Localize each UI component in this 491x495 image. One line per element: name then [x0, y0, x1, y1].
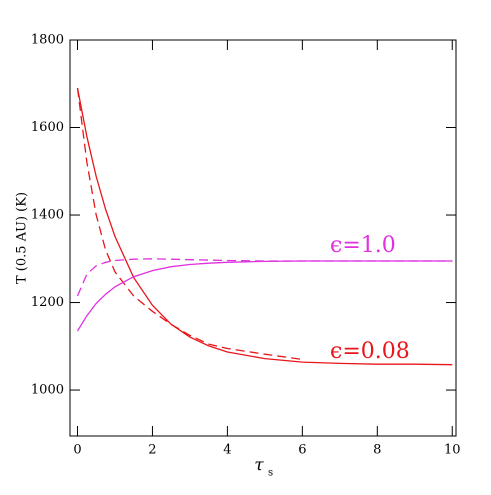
series-line: [76, 87, 453, 366]
x-tick-label: 2: [148, 443, 156, 458]
x-tick-label: 6: [298, 443, 306, 458]
x-tick-label: 0: [73, 443, 81, 458]
annotation: ϵ=1.0: [330, 233, 396, 258]
x-tick-label: 4: [223, 443, 231, 458]
x-axis-label: τ: [254, 456, 264, 476]
series-line: [76, 260, 453, 332]
y-tick-label: 1200: [31, 295, 64, 310]
x-axis-label-subscript: s: [268, 468, 273, 479]
y-tick-label: 1600: [31, 120, 64, 135]
annotation: ϵ=0.08: [330, 339, 410, 364]
y-axis-label: T (0.5 AU) (K): [15, 192, 30, 284]
x-tick-label: 8: [373, 443, 381, 458]
series-line: [76, 258, 453, 297]
plot-frame: [69, 39, 457, 437]
series-line: [76, 88, 303, 361]
y-tick-label: 1400: [31, 208, 64, 223]
y-tick-label: 1000: [31, 383, 64, 398]
x-tick-label: 10: [444, 443, 461, 458]
y-tick-label: 1800: [31, 33, 64, 48]
